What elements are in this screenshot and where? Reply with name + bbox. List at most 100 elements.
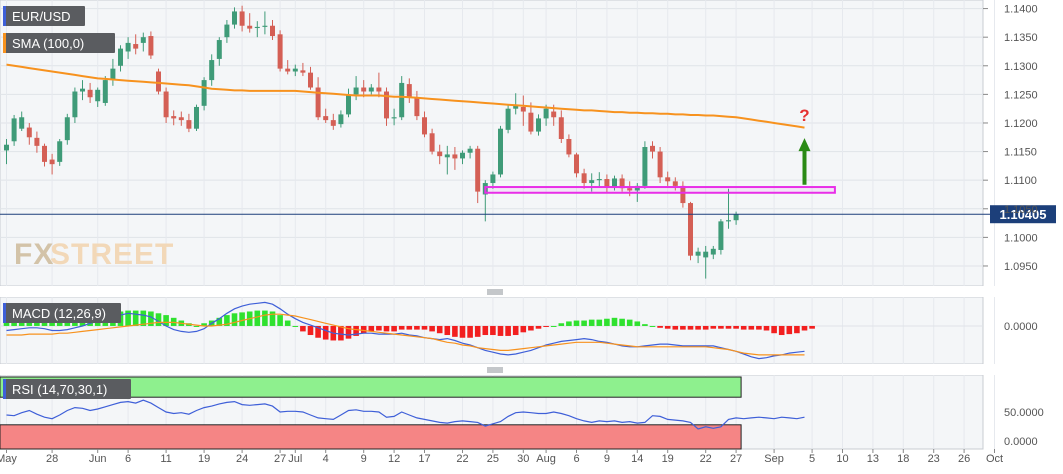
sma-legend-label[interactable]: SMA (100,0)	[12, 36, 84, 51]
x-tick-label: 22	[700, 453, 712, 465]
candle-body	[42, 145, 47, 162]
macd-histogram-bar	[436, 325, 443, 334]
macd-histogram-bar	[490, 325, 496, 336]
candle-body	[300, 70, 306, 73]
instrument-legend-box[interactable]	[3, 6, 85, 26]
candle-body	[422, 117, 427, 135]
macd-legend-label[interactable]: MACD (12,26,9)	[12, 306, 106, 321]
candle-body	[665, 177, 671, 182]
x-tick-label: 10	[836, 453, 848, 465]
candle-body	[688, 203, 693, 256]
candle-body	[452, 154, 458, 159]
candle-body	[57, 141, 63, 162]
macd-histogram-bar	[771, 325, 777, 334]
x-tick-label: 11	[160, 453, 171, 465]
macd-histogram-bar	[596, 319, 603, 326]
macd-histogram-bar	[573, 320, 580, 326]
macd-histogram-bar	[482, 325, 489, 336]
instrument-legend-label[interactable]: EUR/USD	[12, 9, 71, 24]
macd-signal-line	[6, 313, 805, 356]
candle-body	[718, 221, 724, 250]
rsi-legend-color-bar	[3, 379, 6, 399]
candle-body	[642, 147, 648, 186]
sma-legend-box[interactable]	[3, 33, 115, 53]
macd-histogram-bar	[687, 325, 694, 330]
macd-histogram-bar	[725, 325, 732, 329]
candle-body	[429, 133, 435, 152]
rsi-legend-label[interactable]: RSI (14,70,30,1)	[12, 382, 107, 397]
macd-histogram-bar	[695, 325, 701, 330]
candle-body	[498, 128, 503, 175]
macd-histogram-bar	[140, 310, 147, 326]
x-tick-label: Aug	[536, 453, 556, 465]
macd-histogram-bar	[740, 325, 747, 330]
instrument-legend-color-bar	[3, 6, 6, 26]
macd-histogram-bar	[345, 325, 352, 339]
x-tick-label: 27	[730, 453, 742, 465]
candle-body	[657, 151, 663, 178]
candle-body	[581, 173, 587, 184]
candle-body	[232, 11, 237, 25]
x-tick-label: 6	[573, 453, 579, 465]
candle-body	[262, 25, 268, 27]
fxstreet-logo: STREET	[50, 238, 174, 271]
macd-histogram-bar	[300, 325, 306, 332]
candle-body	[4, 144, 9, 151]
macd-histogram-bar	[421, 325, 428, 330]
macd-histogram-bar	[528, 325, 534, 331]
resize-handle[interactable]	[487, 367, 503, 373]
price-y-tick-label: 1.0950	[1004, 261, 1038, 273]
candle-body	[543, 108, 549, 119]
macd-histogram-bar	[581, 320, 587, 326]
candle-body	[247, 25, 253, 29]
macd-y-tick-label: 0.0000	[1004, 321, 1038, 333]
macd-histogram-bar	[406, 325, 413, 330]
macd-histogram-bar	[231, 313, 238, 326]
candle-body	[194, 106, 199, 129]
macd-histogram-bar	[338, 325, 344, 341]
x-tick-label: 19	[662, 453, 674, 465]
sma-legend-color-bar	[3, 33, 6, 53]
support-zone	[484, 186, 836, 194]
macd-histogram-bar	[649, 325, 656, 327]
rsi-legend-box[interactable]	[3, 379, 131, 399]
macd-histogram-bar	[778, 325, 785, 336]
candle-body	[551, 111, 557, 118]
macd-histogram-bar	[201, 323, 207, 326]
macd-histogram-bar	[239, 312, 245, 326]
macd-histogram-bar	[474, 325, 481, 337]
resize-handle[interactable]	[487, 289, 503, 295]
macd-histogram-bar	[558, 323, 565, 326]
macd-histogram-bar	[710, 325, 717, 329]
candle-body	[19, 117, 25, 129]
rsi-line	[6, 399, 805, 430]
candle-body	[72, 91, 78, 118]
macd-histogram-bar	[284, 320, 291, 326]
up-arrow-icon	[798, 138, 811, 152]
macd-legend-box[interactable]	[3, 303, 121, 323]
current-price-label: 1.10405	[1000, 207, 1047, 222]
macd-histogram-bar	[497, 325, 504, 336]
candle-body	[513, 104, 519, 109]
macd-histogram-bar	[459, 325, 466, 338]
candle-body	[201, 80, 207, 106]
x-tick-label: 25	[487, 453, 499, 465]
macd-histogram-bar	[360, 325, 367, 334]
macd-histogram-bar	[292, 325, 299, 327]
macd-histogram-bar	[277, 315, 283, 326]
candle-body	[49, 159, 55, 165]
candle-body	[650, 145, 655, 152]
candle-body	[156, 71, 161, 92]
candle-body	[444, 154, 450, 158]
macd-histogram-bar	[786, 325, 793, 335]
macd-histogram-bar	[733, 325, 739, 329]
candle-body	[414, 97, 420, 117]
candle-body	[224, 24, 230, 38]
candle-body	[710, 248, 716, 255]
macd-histogram-bar	[520, 325, 527, 333]
candle-body	[239, 11, 245, 26]
candle-body	[95, 89, 101, 102]
candle-body	[353, 87, 359, 95]
macd-histogram-bar	[322, 325, 329, 340]
